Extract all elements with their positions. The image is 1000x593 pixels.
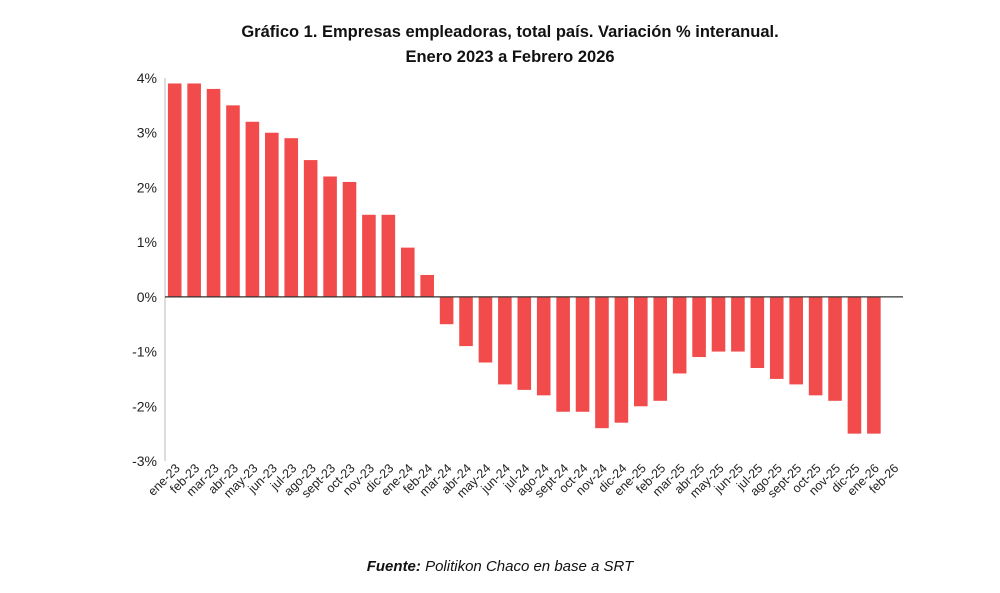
bar xyxy=(498,296,512,385)
source-label: Fuente: xyxy=(366,558,421,575)
chart-title-line2: Enero 2023 a Febrero 2026 xyxy=(405,48,615,66)
bar xyxy=(226,105,240,297)
bar xyxy=(478,296,493,363)
bar xyxy=(634,296,648,407)
bar xyxy=(245,121,260,297)
y-tick-label: 3% xyxy=(137,125,157,141)
y-tick-label: 1% xyxy=(137,234,157,250)
bar xyxy=(362,214,376,297)
bar xyxy=(323,176,337,297)
bar xyxy=(653,296,668,401)
bar xyxy=(595,296,609,429)
source-text: Politikon Chaco en base a SRT xyxy=(425,558,634,575)
bar xyxy=(672,296,687,374)
y-tick-label: -3% xyxy=(132,453,157,469)
bar xyxy=(420,274,434,297)
bar xyxy=(517,296,532,390)
bar xyxy=(731,296,745,352)
bar xyxy=(692,296,706,358)
bar xyxy=(206,88,221,297)
bar xyxy=(381,214,396,297)
bar xyxy=(614,296,629,423)
bar xyxy=(769,296,784,379)
chart-title: Gráfico 1. Empresas empleadoras, total p… xyxy=(0,20,1000,70)
bar xyxy=(789,296,803,385)
y-tick-label: 4% xyxy=(137,70,157,86)
bar xyxy=(808,296,823,396)
bar xyxy=(303,160,318,297)
bar xyxy=(847,296,862,434)
y-tick-label: -2% xyxy=(132,398,157,414)
bar xyxy=(265,132,279,297)
bar xyxy=(187,83,201,297)
chart-title-line1: Gráfico 1. Empresas empleadoras, total p… xyxy=(241,23,779,41)
bar xyxy=(867,296,881,434)
bar xyxy=(711,296,726,352)
bar xyxy=(575,296,590,412)
chart-source: Fuente: Politikon Chaco en base a SRT xyxy=(0,558,1000,575)
y-tick-label: 0% xyxy=(137,289,157,305)
bar xyxy=(439,296,454,325)
bar xyxy=(284,138,299,297)
bar xyxy=(167,83,182,297)
y-tick-label: -1% xyxy=(132,344,157,360)
bar xyxy=(828,296,842,401)
bar xyxy=(459,296,473,347)
y-tick-label: 2% xyxy=(137,179,157,195)
bar xyxy=(536,296,551,396)
bar xyxy=(750,296,765,368)
bar xyxy=(342,181,357,297)
bar xyxy=(400,247,415,297)
bar xyxy=(556,296,570,412)
